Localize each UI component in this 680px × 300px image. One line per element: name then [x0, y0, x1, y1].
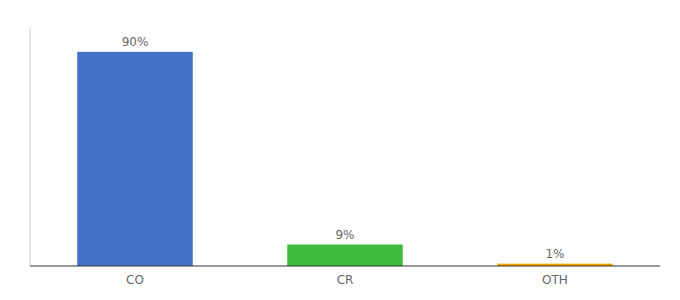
data-label: 9%: [335, 228, 354, 242]
data-label: 90%: [122, 35, 149, 49]
bars: [77, 52, 613, 266]
x-tick-label: OTH: [542, 273, 568, 287]
x-tick-label: CR: [337, 273, 354, 287]
bar: [287, 245, 403, 266]
x-axis-line: [30, 266, 660, 267]
chart-container: CO CR OTH 90% 9% 1%: [0, 0, 680, 300]
y-axis-line: [30, 28, 31, 266]
bar: [77, 52, 193, 266]
x-tick-label: CO: [126, 273, 144, 287]
chart-svg: CO CR OTH 90% 9% 1%: [0, 0, 680, 300]
data-label: 1%: [545, 247, 564, 261]
